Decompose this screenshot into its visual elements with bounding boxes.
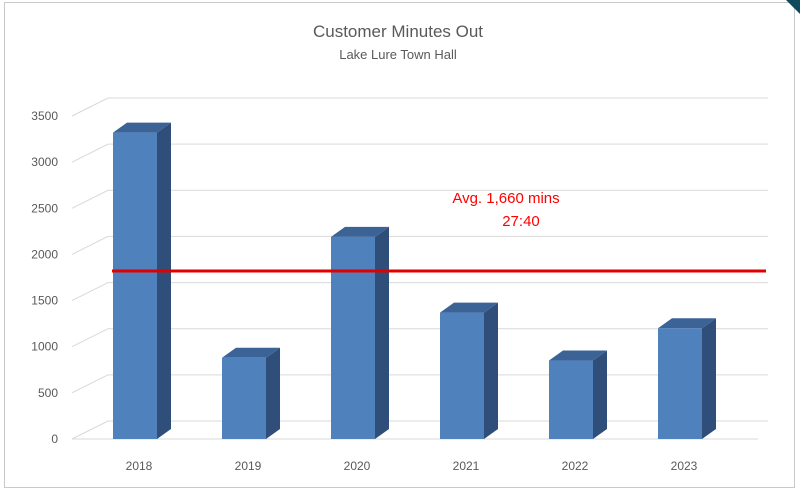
x-axis-ticks: 2018 2019 2020 2021 2022 2023: [126, 459, 698, 473]
y-tick-label: 1500: [31, 294, 58, 308]
y-tick-label: 1000: [31, 340, 58, 354]
y-tick-label: 0: [51, 432, 58, 446]
x-tick-label: 2018: [126, 459, 153, 473]
y-axis-ticks: 0 500 1000 1500 2000 2500 3000 3500: [31, 109, 58, 446]
bar: [549, 350, 607, 439]
y-tick-label: 3500: [31, 109, 58, 123]
bar: [222, 347, 280, 439]
corner-decoration: [786, 0, 800, 14]
bar: [113, 122, 171, 440]
average-annotation-line1: Avg. 1,660 mins: [452, 190, 559, 207]
average-annotation-line2: 27:40: [502, 213, 540, 230]
x-tick-label: 2020: [344, 459, 371, 473]
chart-title: Customer Minutes Out: [313, 22, 483, 41]
gridline: [71, 282, 768, 302]
x-tick-label: 2023: [671, 459, 698, 473]
x-tick-label: 2022: [562, 459, 589, 473]
gridline: [71, 374, 768, 394]
x-tick-label: 2019: [235, 459, 262, 473]
bars: [113, 122, 716, 440]
chart-subtitle: Lake Lure Town Hall: [339, 47, 457, 62]
gridline: [71, 328, 768, 348]
y-tick-label: 500: [38, 386, 58, 400]
gridline: [71, 143, 768, 163]
y-tick-label: 3000: [31, 155, 58, 169]
bar: [331, 226, 389, 439]
gridline: [71, 97, 768, 117]
bar: [658, 318, 716, 439]
y-tick-label: 2000: [31, 247, 58, 261]
y-tick-label: 2500: [31, 201, 58, 215]
gridlines: [71, 97, 768, 440]
gridline: [71, 189, 768, 209]
gridline: [71, 420, 768, 440]
gridline: [71, 235, 768, 255]
x-tick-label: 2021: [453, 459, 480, 473]
bar: [440, 302, 498, 439]
